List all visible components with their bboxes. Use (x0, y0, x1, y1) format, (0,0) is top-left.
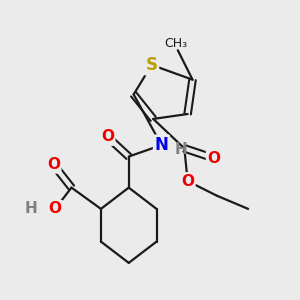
Text: O: O (181, 174, 194, 189)
Text: S: S (146, 56, 158, 74)
Text: O: O (207, 151, 220, 166)
Text: N: N (154, 136, 168, 154)
Text: O: O (101, 129, 114, 144)
Text: O: O (49, 201, 62, 216)
Text: H: H (175, 142, 188, 158)
Text: O: O (47, 157, 60, 172)
Text: CH₃: CH₃ (165, 37, 188, 50)
Text: H: H (24, 201, 37, 216)
